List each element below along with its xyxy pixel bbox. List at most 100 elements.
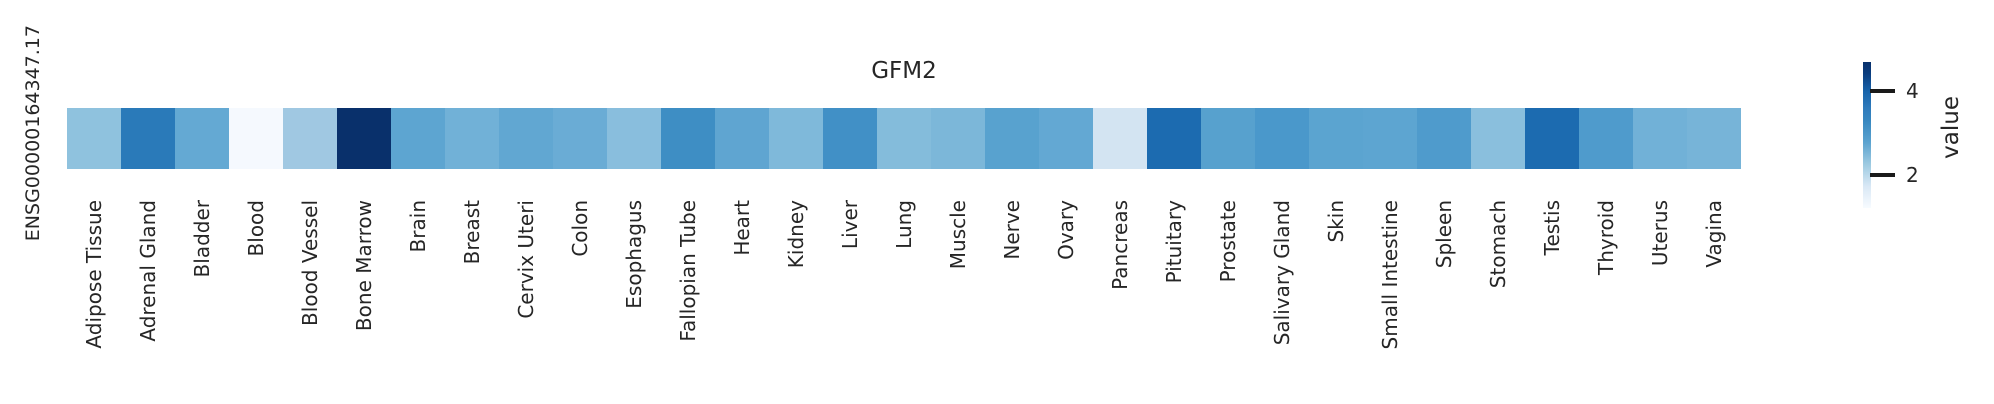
heatmap-cell xyxy=(391,108,445,169)
heatmap-cell xyxy=(1363,108,1417,169)
heatmap-cell xyxy=(1309,108,1363,169)
x-tick-label-slot: Skin xyxy=(1309,200,1363,400)
colorbar-label: value xyxy=(1938,95,1965,159)
colorbar-tick-mark xyxy=(1870,89,1895,94)
x-tick-label: Salivary Gland xyxy=(1270,200,1294,346)
heatmap-cell xyxy=(553,108,607,169)
x-tick-label-slot: Brain xyxy=(391,200,445,400)
x-tick-label-slot: Bone Marrow xyxy=(337,200,391,400)
x-tick-label: Stomach xyxy=(1486,200,1510,289)
heatmap-cell xyxy=(229,108,283,169)
x-tick-label-slot: Adipose Tissue xyxy=(67,200,121,400)
colorbar-gradient xyxy=(1863,62,1871,208)
heatmap-cell xyxy=(337,108,391,169)
heatmap-cell xyxy=(1093,108,1147,169)
x-tick-label: Kidney xyxy=(784,200,808,269)
x-tick-label-slot: Heart xyxy=(715,200,769,400)
heatmap-cell xyxy=(1471,108,1525,169)
heatmap-cell xyxy=(1525,108,1579,169)
x-tick-label-slot: Testis xyxy=(1525,200,1579,400)
gene-id-label: ENSG00000164347.17 xyxy=(21,24,44,242)
x-tick-label-slot: Blood Vessel xyxy=(283,200,337,400)
x-tick-label: Skin xyxy=(1324,200,1348,243)
heatmap-cell xyxy=(1633,108,1687,169)
x-tick-label: Pituitary xyxy=(1162,200,1186,284)
x-tick-label: Liver xyxy=(838,200,862,250)
x-tick-label: Uterus xyxy=(1648,200,1672,267)
x-tick-label: Testis xyxy=(1540,200,1564,256)
x-tick-label-slot: Fallopian Tube xyxy=(661,200,715,400)
colorbar-tick-label: 2 xyxy=(1906,162,1919,187)
x-tick-label-slot: Adrenal Gland xyxy=(121,200,175,400)
x-tick-label: Cervix Uteri xyxy=(514,200,538,319)
plot-title: GFM2 xyxy=(871,58,937,84)
x-tick-label: Nerve xyxy=(1000,200,1024,260)
x-tick-label: Adipose Tissue xyxy=(82,200,106,349)
x-tick-label: Colon xyxy=(568,200,592,257)
x-tick-label-slot: Vagina xyxy=(1687,200,1741,400)
x-tick-label: Ovary xyxy=(1054,200,1078,260)
x-tick-label-slot: Breast xyxy=(445,200,499,400)
x-tick-label-slot: Bladder xyxy=(175,200,229,400)
heatmap-cell xyxy=(985,108,1039,169)
x-tick-label-slot: Nerve xyxy=(985,200,1039,400)
x-tick-label-slot: Colon xyxy=(553,200,607,400)
x-tick-label-slot: Prostate xyxy=(1201,200,1255,400)
x-tick-label: Prostate xyxy=(1216,200,1240,283)
x-tick-label-slot: Salivary Gland xyxy=(1255,200,1309,400)
x-axis-tissue-labels: Adipose Tissue Adrenal Gland Bladder Blood B… xyxy=(67,200,1741,400)
x-tick-label: Spleen xyxy=(1432,200,1456,269)
heatmap-cell xyxy=(499,108,553,169)
x-tick-label-slot: Small Intestine xyxy=(1363,200,1417,400)
x-tick-label: Heart xyxy=(730,200,754,256)
heatmap-cell xyxy=(1039,108,1093,169)
x-tick-label: Muscle xyxy=(946,200,970,270)
heatmap-cell xyxy=(931,108,985,169)
x-tick-label: Brain xyxy=(406,200,430,253)
x-tick-label-slot: Uterus xyxy=(1633,200,1687,400)
x-tick-label: Fallopian Tube xyxy=(676,200,700,342)
heatmap-cell xyxy=(661,108,715,169)
heatmap-cell xyxy=(877,108,931,169)
x-tick-label-slot: Thyroid xyxy=(1579,200,1633,400)
heatmap-cell xyxy=(175,108,229,169)
x-tick-label-slot: Stomach xyxy=(1471,200,1525,400)
heatmap-cell xyxy=(1255,108,1309,169)
heatmap-cell xyxy=(1579,108,1633,169)
heatmap-cell xyxy=(1201,108,1255,169)
heatmap-cell xyxy=(67,108,121,169)
colorbar-label-box: value xyxy=(1932,52,1972,202)
x-tick-label: Blood Vessel xyxy=(298,200,322,326)
x-tick-label-slot: Liver xyxy=(823,200,877,400)
heatmap-cell xyxy=(121,108,175,169)
x-tick-label-slot: Kidney xyxy=(769,200,823,400)
x-tick-label: Breast xyxy=(460,200,484,265)
x-tick-label-slot: Ovary xyxy=(1039,200,1093,400)
x-tick-label-slot: Spleen xyxy=(1417,200,1471,400)
x-tick-label: Esophagus xyxy=(622,200,646,309)
y-axis-row-label-box: ENSG00000164347.17 xyxy=(12,25,54,241)
x-tick-label: Thyroid xyxy=(1594,200,1618,275)
x-tick-label: Pancreas xyxy=(1108,200,1132,290)
colorbar-tick-label: 4 xyxy=(1906,79,1919,104)
heatmap-cell xyxy=(445,108,499,169)
heatmap-cell xyxy=(283,108,337,169)
heatmap-cell xyxy=(1417,108,1471,169)
x-tick-label: Lung xyxy=(892,200,916,249)
heatmap-cell xyxy=(715,108,769,169)
x-tick-label-slot: Pituitary xyxy=(1147,200,1201,400)
heatmap-cell xyxy=(607,108,661,169)
x-tick-label-slot: Blood xyxy=(229,200,283,400)
heatmap-cell xyxy=(1147,108,1201,169)
heatmap-cell xyxy=(823,108,877,169)
x-tick-label: Adrenal Gland xyxy=(136,200,160,342)
x-tick-label: Small Intestine xyxy=(1378,200,1402,350)
x-tick-label-slot: Cervix Uteri xyxy=(499,200,553,400)
x-tick-label-slot: Esophagus xyxy=(607,200,661,400)
x-tick-label: Bladder xyxy=(190,200,214,278)
x-tick-label-slot: Muscle xyxy=(931,200,985,400)
x-tick-label: Vagina xyxy=(1702,200,1726,268)
heatmap-row xyxy=(67,108,1741,169)
heatmap-cell xyxy=(769,108,823,169)
